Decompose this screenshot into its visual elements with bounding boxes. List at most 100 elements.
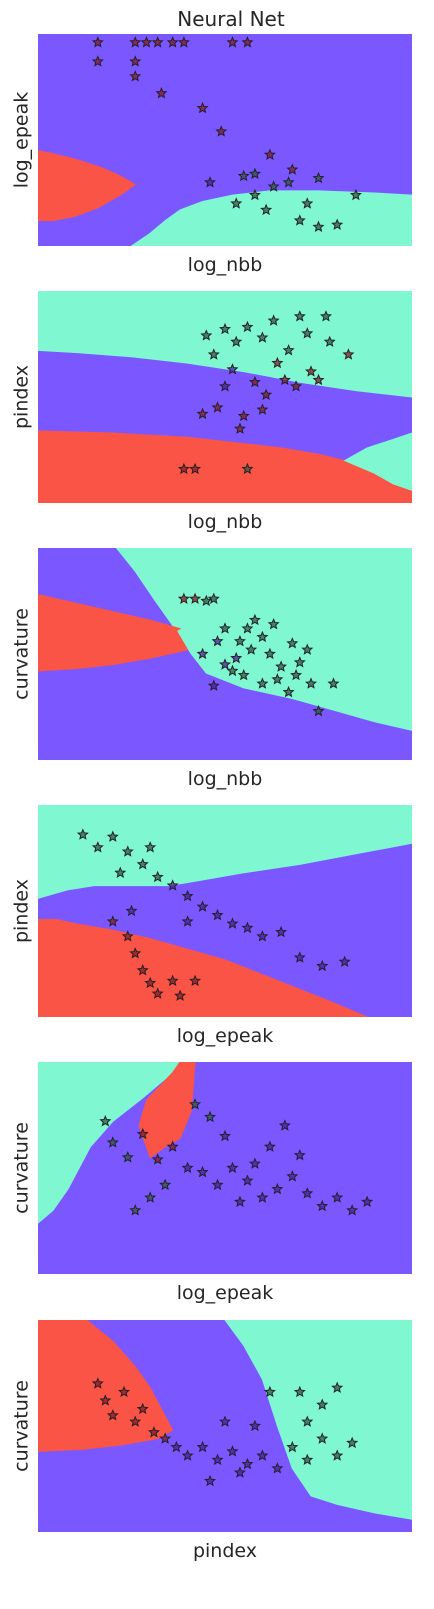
data-point: [241, 921, 254, 934]
data-point: [144, 976, 157, 989]
data-point: [331, 218, 344, 230]
data-point: [159, 1432, 172, 1444]
decision-region-2: [38, 594, 189, 672]
y-axis-label: curvature: [11, 608, 33, 700]
data-point: [129, 36, 142, 48]
data-point: [151, 1153, 164, 1165]
chart-title: Neural Net: [177, 7, 285, 31]
data-point: [207, 348, 220, 360]
data-point: [301, 197, 314, 209]
data-point: [106, 1409, 119, 1421]
data-point: [263, 1140, 276, 1152]
plot-area: [38, 34, 412, 246]
data-point: [237, 668, 250, 681]
data-point: [293, 310, 306, 322]
data-point: [118, 1385, 131, 1398]
y-axis-label: curvature: [11, 1380, 33, 1472]
data-point: [215, 125, 228, 137]
data-point: [219, 622, 231, 634]
x-axis-label: pindex: [193, 1540, 257, 1562]
panel-4: log_epeak pindex: [11, 805, 412, 1047]
data-point: [181, 915, 194, 927]
data-point: [189, 974, 202, 987]
data-point: [286, 163, 299, 175]
data-point: [230, 651, 243, 664]
panels: log_nbblog_epeaklog_nbbpindexlog_nbbcurv…: [11, 34, 412, 1562]
data-point: [129, 1415, 142, 1427]
data-point: [211, 634, 224, 647]
decision-region-2: [224, 1320, 412, 1520]
data-point: [290, 668, 303, 681]
data-point: [151, 36, 164, 48]
x-axis-label: log_nbb: [188, 768, 263, 790]
data-point: [319, 310, 332, 322]
data-point: [200, 594, 213, 607]
data-point: [219, 1129, 231, 1142]
decision-region-2: [38, 919, 368, 1017]
data-point: [286, 1440, 299, 1453]
panel-6: pindex curvature: [11, 1320, 412, 1562]
data-point: [256, 677, 269, 689]
data-point: [177, 36, 190, 48]
data-point: [136, 858, 149, 870]
data-point: [331, 1381, 344, 1393]
data-point: [170, 1440, 183, 1453]
data-point: [256, 331, 269, 343]
data-point: [204, 176, 217, 188]
decision-region-1: [38, 805, 412, 899]
data-point: [177, 462, 190, 475]
data-point: [271, 356, 284, 369]
data-point: [226, 664, 239, 677]
data-point: [349, 188, 362, 201]
data-point: [129, 55, 142, 67]
data-point: [275, 660, 288, 672]
data-point: [99, 1115, 112, 1127]
data-point: [241, 1457, 254, 1470]
data-point: [230, 197, 243, 209]
data-point: [151, 987, 164, 999]
data-point: [121, 845, 134, 857]
data-point: [237, 409, 250, 422]
data-point: [267, 180, 280, 192]
data-point: [286, 637, 299, 649]
decision-region-1: [38, 291, 412, 398]
data-point: [129, 70, 142, 82]
data-point: [226, 1161, 239, 1174]
data-point: [256, 630, 269, 643]
data-point: [136, 964, 149, 976]
data-point: [181, 1161, 194, 1174]
data-point: [316, 1199, 329, 1212]
data-point: [275, 925, 288, 938]
data-point: [301, 643, 314, 655]
data-point: [312, 171, 325, 184]
data-point: [260, 203, 273, 216]
data-point: [256, 1191, 269, 1203]
data-point: [301, 1453, 314, 1466]
data-point: [219, 1415, 231, 1427]
data-point: [301, 327, 314, 339]
data-point: [99, 1394, 112, 1406]
data-point: [256, 930, 269, 942]
data-point: [155, 87, 168, 99]
data-point: [267, 314, 280, 326]
data-point: [346, 1204, 359, 1216]
data-point: [293, 1148, 306, 1161]
data-point: [361, 1195, 374, 1208]
data-point: [305, 365, 318, 377]
data-point: [312, 373, 325, 386]
data-point: [233, 634, 246, 647]
data-point: [181, 1449, 194, 1461]
data-point: [207, 592, 220, 604]
data-point: [248, 1419, 261, 1432]
data-point: [219, 658, 231, 670]
data-point: [189, 462, 202, 475]
data-point: [91, 55, 104, 67]
data-point: [248, 188, 261, 201]
data-point: [316, 959, 329, 972]
decision-region-1: [38, 150, 137, 222]
y-axis-label: pindex: [11, 879, 33, 943]
data-point: [241, 622, 254, 634]
data-point: [196, 407, 209, 420]
data-point: [267, 618, 280, 630]
